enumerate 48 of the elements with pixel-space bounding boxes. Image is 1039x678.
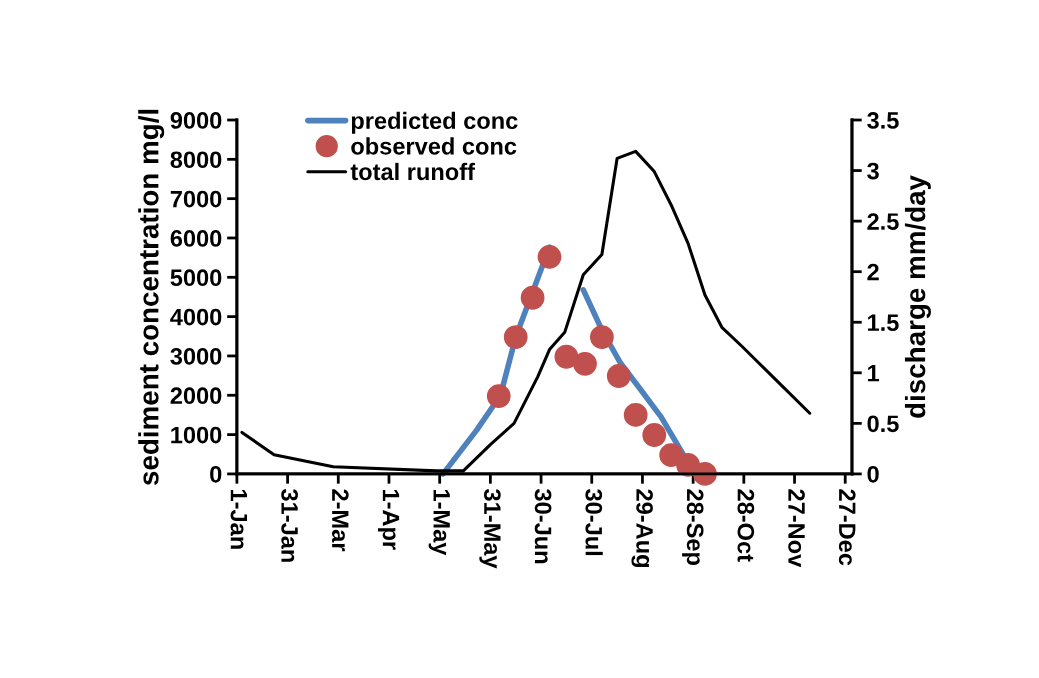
y2-tick-label: 3.5 xyxy=(867,112,899,129)
y-tick-label: 6000 xyxy=(170,230,222,247)
y-tick-label: 9000 xyxy=(170,112,222,129)
x-tick-label: 27-Nov xyxy=(788,489,805,568)
y2-tick-label: 1.5 xyxy=(868,314,899,332)
point xyxy=(659,443,684,467)
point xyxy=(554,344,579,369)
point xyxy=(486,384,511,408)
x-tick-label: 28-Sep xyxy=(682,489,704,565)
y-axis-title: sediment concentration mg/l xyxy=(138,109,165,486)
y-tick-label: 4000 xyxy=(170,308,222,326)
y-tick-label: 3000 xyxy=(170,348,222,365)
x-tick-label: 2-Mar xyxy=(331,489,349,552)
y2-tick-label: 1 xyxy=(868,365,880,382)
legend-label: predicted conc xyxy=(351,111,518,134)
y-tick-label: 5000 xyxy=(170,269,222,287)
y2-tick-label: 0 xyxy=(867,465,879,483)
point xyxy=(693,462,717,486)
y-tick-label: 8000 xyxy=(170,151,222,169)
x-tick-label: 31-May xyxy=(479,489,501,569)
point xyxy=(606,364,631,388)
y2-tick-label: 3 xyxy=(867,162,879,180)
y-tick-label: 7000 xyxy=(170,190,222,208)
x-tick-label: 27-Dec xyxy=(838,489,856,566)
point xyxy=(642,423,667,447)
y-tick-label: 2000 xyxy=(170,387,222,405)
point xyxy=(503,325,528,349)
point xyxy=(520,285,545,310)
point xyxy=(589,325,614,349)
x-tick-label: 1-Jan xyxy=(230,489,248,549)
x-tick-label: 28-Oct xyxy=(737,489,755,562)
y2-tick-label: 2.5 xyxy=(867,213,899,230)
y2-tick-label: 2 xyxy=(867,263,879,281)
x-tick-label: 29-Aug xyxy=(631,489,653,567)
y-tick-label: 1000 xyxy=(171,426,222,444)
legend-label: total runoff xyxy=(350,162,475,181)
point xyxy=(573,351,597,376)
x-tick-label: 30-Jul xyxy=(585,489,603,556)
x-tick-label: 1-Apr xyxy=(377,489,400,550)
point xyxy=(623,403,648,427)
x-tick-label: 30-Jun xyxy=(534,489,552,564)
y-tick-label: 0 xyxy=(210,465,222,483)
x-tick-label: 31-Jan xyxy=(281,489,298,562)
legend-label: observed conc xyxy=(351,137,517,155)
y2-tick-label: 0.5 xyxy=(867,415,899,433)
point xyxy=(537,244,562,269)
y2-axis-title: discharge mm/day xyxy=(904,175,931,418)
x-tick-label: 1-May xyxy=(428,489,450,556)
